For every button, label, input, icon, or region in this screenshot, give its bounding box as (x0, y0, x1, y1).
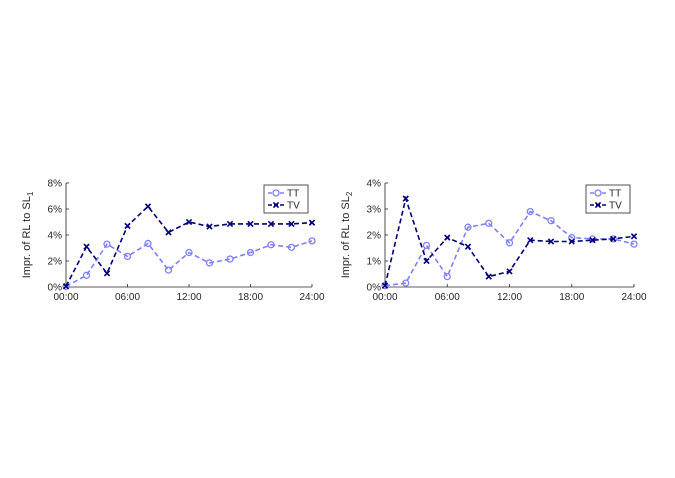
y-tick-label: 3% (367, 205, 382, 216)
x-tick-label: 00:00 (53, 292, 78, 303)
data-point-tv (185, 218, 193, 226)
data-point-tt (547, 217, 555, 225)
data-point-tt (630, 240, 638, 248)
x-tick-label: 18:00 (238, 292, 263, 303)
data-point-tt (185, 248, 193, 257)
legend-box (263, 184, 309, 214)
data-point-tv (568, 238, 575, 245)
data-point-tt (422, 241, 431, 250)
x-tick-label: 24:00 (299, 292, 324, 303)
data-point-tv (506, 268, 513, 275)
x-tick-label: 18:00 (559, 292, 584, 303)
data-point-tv (381, 282, 389, 289)
data-point-tv (589, 237, 596, 244)
data-point-tv (630, 233, 638, 240)
x-tick-label: 00:00 (372, 292, 397, 303)
data-point-tt (164, 266, 173, 274)
data-point-tv (423, 257, 430, 265)
data-point-tt (505, 239, 514, 247)
y-tick-label: 6% (48, 205, 63, 216)
data-point-tt (62, 282, 70, 291)
chart-right: 0% 1% 2% 3% 4% 00:00 06:00 12:00 18:00 24:00 Impr.… (340, 179, 647, 304)
data-point-tv (485, 273, 492, 280)
y-axis-label-main: Impr. of RL to SL (340, 196, 352, 278)
data-point-tv (226, 220, 234, 228)
data-point-tt (485, 219, 493, 227)
data-point-tv (444, 234, 451, 241)
series-line-tt (384, 210, 635, 287)
data-point-tt (526, 207, 534, 216)
data-point-tv (247, 220, 254, 228)
data-point-tt (226, 255, 234, 263)
x-tick-label: 24:00 (621, 292, 646, 303)
data-point-tv (83, 243, 90, 250)
data-point-tv (308, 219, 316, 226)
y-axis-label-subscript: 1 (26, 191, 35, 196)
y-tick-label: 4% (48, 231, 63, 242)
data-point-tt (464, 223, 472, 231)
y-tick-label: 2% (48, 257, 63, 268)
data-point-tt (205, 259, 214, 267)
series-line-tt (65, 240, 313, 288)
data-point-tv (610, 235, 617, 243)
data-point-tv (103, 270, 111, 277)
y-tick-label: 8% (48, 179, 63, 190)
data-point-tt (82, 271, 91, 279)
data-point-tv (124, 222, 131, 230)
legend-label: TT (287, 189, 299, 200)
legend-marker (272, 189, 280, 197)
x-tick-label: 12:00 (176, 292, 201, 303)
y-tick-label: 4% (367, 179, 382, 190)
y-axis-label-subscript: 2 (345, 191, 354, 196)
legend-marker (272, 201, 280, 209)
x-tick-label: 12:00 (497, 292, 522, 303)
data-point-tv (547, 238, 555, 245)
y-axis-label: Impr. of RL to SL1 (21, 191, 35, 278)
data-point-tt (308, 237, 316, 245)
chart-left: 0% 2% 4% 6% 8% 00:00 06:00 12:00 18:00 24:00 Impr.… (21, 179, 325, 304)
legend-marker (594, 189, 602, 197)
data-point-tt (246, 248, 255, 257)
y-axis-label-main: Impr. of RL to SL (21, 196, 33, 278)
data-point-tt (402, 279, 410, 287)
x-tick-label: 06:00 (435, 292, 460, 303)
legend-marker (594, 201, 602, 209)
data-point-tv (288, 220, 295, 228)
data-point-tv (165, 229, 172, 236)
data-point-tv (527, 237, 534, 244)
data-point-tv (206, 223, 213, 230)
data-point-tt (123, 252, 132, 261)
y-tick-label: 1% (367, 257, 382, 268)
data-point-tv (144, 203, 152, 210)
y-axis-label: Impr. of RL to SL2 (340, 191, 354, 278)
data-point-tt (287, 243, 296, 252)
data-point-tt (443, 272, 451, 281)
data-point-tv (62, 283, 70, 290)
data-point-tt (267, 241, 275, 249)
x-tick-label: 06:00 (115, 292, 140, 303)
data-point-tt (144, 239, 152, 248)
legend-label: TV (609, 201, 622, 212)
legend-label: TV (287, 201, 300, 212)
data-point-tv (267, 220, 275, 228)
legend-box (585, 184, 631, 214)
data-point-tv (464, 243, 472, 250)
y-tick-label: 2% (367, 231, 382, 242)
data-point-tt (103, 240, 111, 248)
y-tick-label: 0% (367, 283, 382, 294)
legend-label: TT (609, 189, 621, 200)
series-line-tv (65, 205, 313, 287)
data-point-tt (588, 235, 597, 243)
y-tick-label: 0% (48, 283, 63, 294)
data-point-tv (402, 195, 409, 202)
